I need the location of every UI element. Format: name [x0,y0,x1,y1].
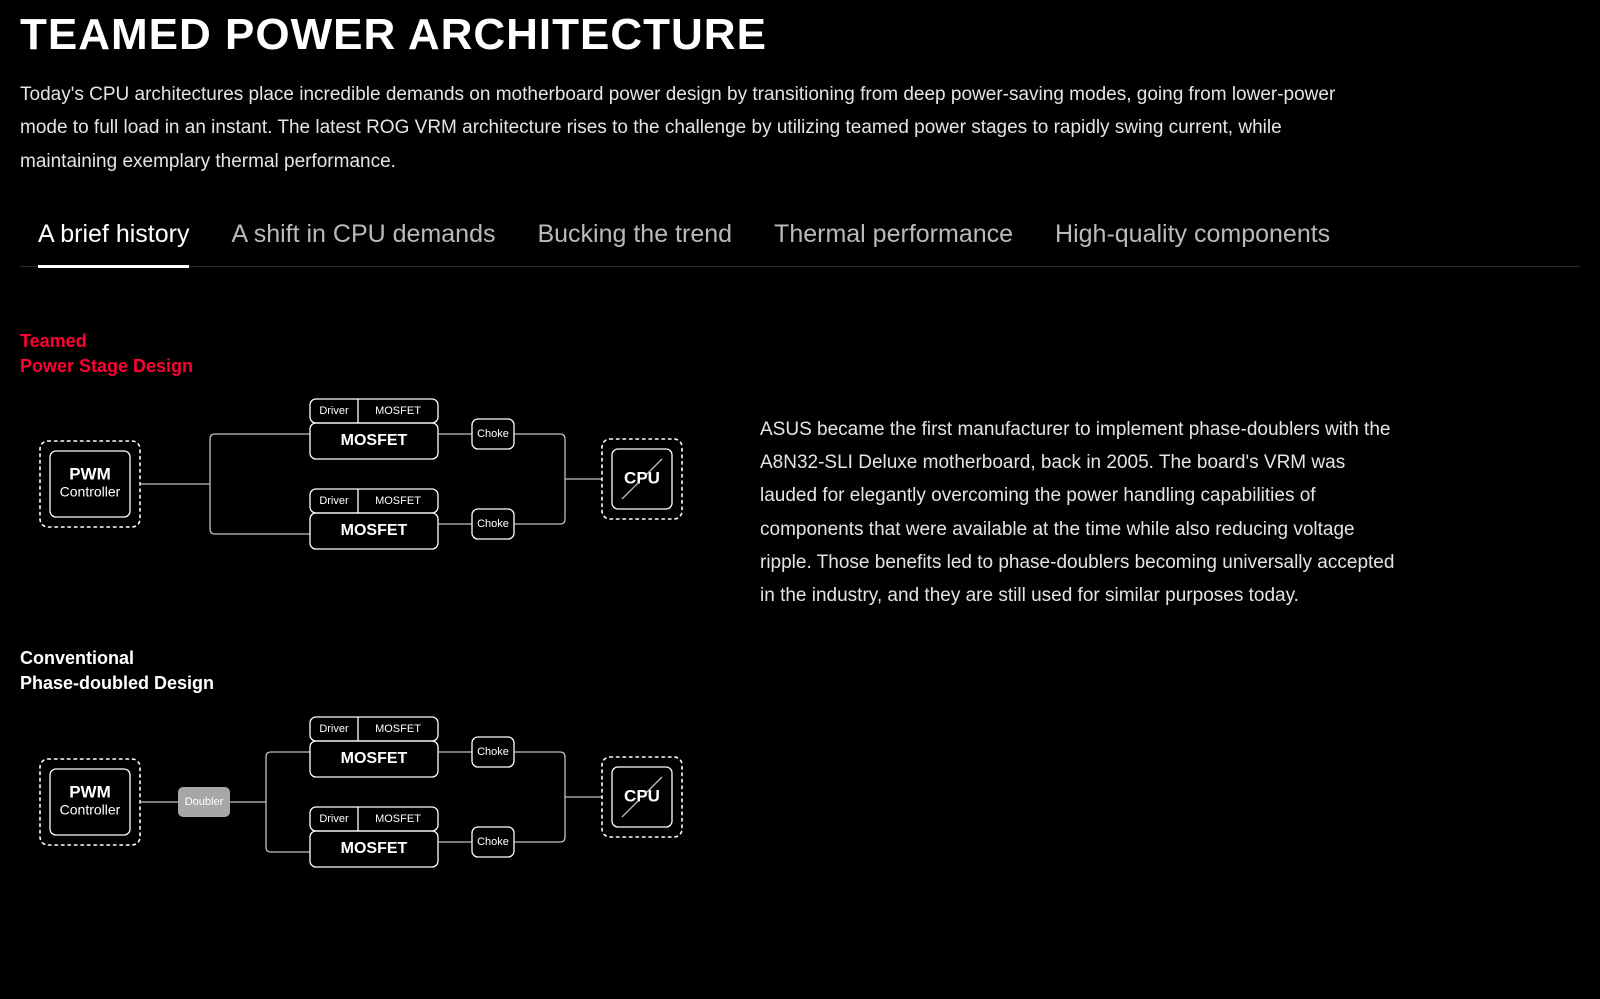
content-row: Teamed Power Stage Design PWM Controller… [20,329,1580,964]
driver-u: Driver [319,405,349,417]
intro-paragraph: Today's CPU architectures place incredib… [20,78,1350,178]
tab-components[interactable]: High-quality components [1055,220,1330,266]
choke2u: Choke [477,745,509,757]
cpu2: CPU [624,786,660,805]
mosfet-l: MOSFET [341,522,408,539]
page-title: TEAMED POWER ARCHITECTURE [20,10,1580,60]
mosfets2u: MOSFET [375,722,421,734]
tab-bar: A brief history A shift in CPU demands B… [20,220,1580,267]
teamed-diagram: PWM Controller Driver MOSFET MOSFET Driv… [20,389,700,579]
pwm-label-2: Controller [60,484,121,500]
tab-history[interactable]: A brief history [38,220,189,268]
driver2u: Driver [319,722,349,734]
tab-shift[interactable]: A shift in CPU demands [231,220,495,266]
conv-title-line1: Conventional [20,648,134,668]
choke-u: Choke [477,428,509,440]
conv-title-line2: Phase-doubled Design [20,673,214,693]
driver2l: Driver [319,812,349,824]
tab-thermal[interactable]: Thermal performance [774,220,1013,266]
teamed-title: Teamed Power Stage Design [20,329,720,379]
teamed-title-line2: Power Stage Design [20,356,193,376]
pwm2-2: Controller [60,801,121,817]
cpu: CPU [624,469,660,488]
teamed-title-line1: Teamed [20,331,87,351]
mosfet2l: MOSFET [341,840,408,857]
body-paragraph: ASUS became the first manufacturer to im… [760,329,1400,964]
pwm2-1: PWM [69,782,111,801]
mosfet2u: MOSFET [341,750,408,767]
mosfets2l: MOSFET [375,812,421,824]
choke2l: Choke [477,835,509,847]
mosfet-s-u: MOSFET [375,405,421,417]
doubler: Doubler [185,795,224,807]
conventional-diagram: PWM Controller Doubler Driver MOSFET MOS… [20,707,700,897]
tab-bucking[interactable]: Bucking the trend [537,220,732,266]
pwm-label-1: PWM [69,465,111,484]
diagram-column: Teamed Power Stage Design PWM Controller… [20,329,720,964]
conventional-title: Conventional Phase-doubled Design [20,646,720,696]
mosfet-s-l: MOSFET [375,495,421,507]
choke-l: Choke [477,518,509,530]
driver-l: Driver [319,495,349,507]
mosfet-u: MOSFET [341,432,408,449]
